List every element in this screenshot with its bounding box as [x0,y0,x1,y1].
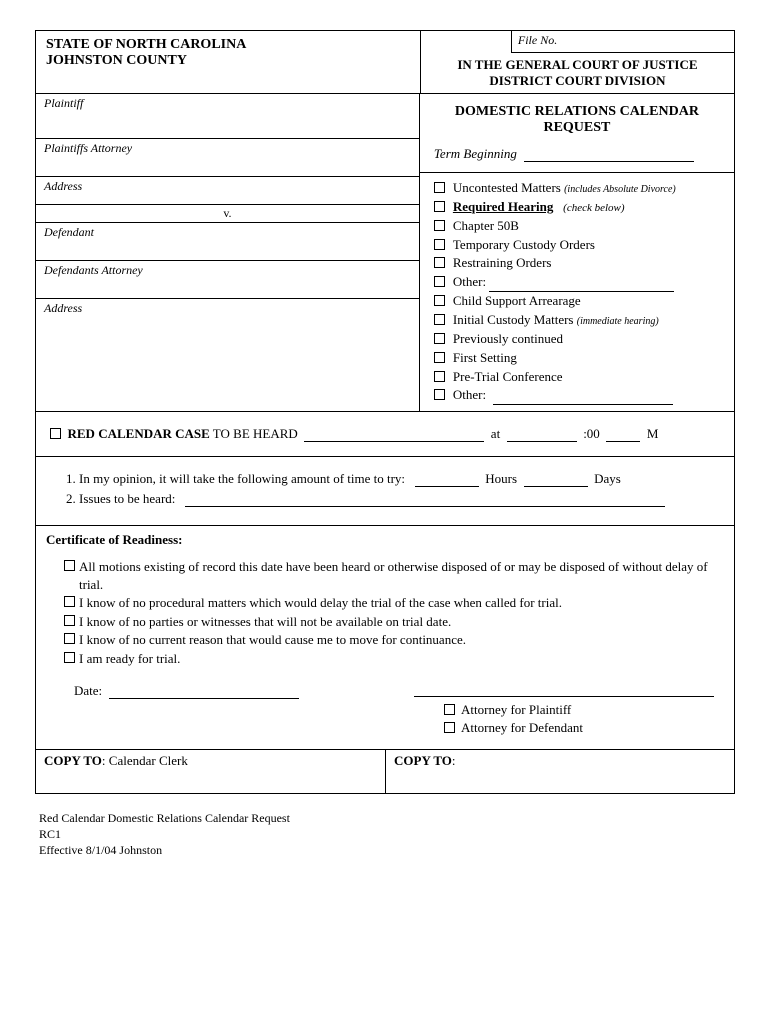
checkbox-red-calendar[interactable] [50,428,61,439]
header-row: STATE OF NORTH CAROLINA JOHNSTON COUNTY … [36,31,734,93]
footer: Red Calendar Domestic Relations Calendar… [35,794,735,859]
checkbox-temp-custody[interactable] [434,239,445,250]
red-label-rest: TO BE HEARD [210,426,298,441]
issues-input[interactable] [185,506,665,507]
checkbox-pretrial[interactable] [434,371,445,382]
plaintiffs-attorney-field[interactable]: Plaintiffs Attorney [36,138,419,176]
checkbox-uncontested[interactable] [434,182,445,193]
defendant-field[interactable]: Defendant [36,222,419,260]
document-title: DOMESTIC RELATIONS CALENDAR REQUEST [420,94,734,140]
at-label: at [491,426,500,441]
checkbox-cert-3[interactable] [64,615,75,626]
checkbox-required-hearing[interactable] [434,201,445,212]
checkbox-other-2[interactable] [434,389,445,400]
cert-item-5: I am ready for trial. [46,650,724,668]
header-right: File No. IN THE GENERAL COURT OF JUSTICE… [420,31,734,93]
attorney-checks: Attorney for Plaintiff Attorney for Defe… [414,701,714,737]
court-line1: IN THE GENERAL COURT OF JUSTICE [457,57,697,72]
date-input[interactable] [109,698,299,699]
checkbox-child-support[interactable] [434,295,445,306]
file-no-field[interactable]: File No. [511,31,734,53]
copy-to-row: COPY TO: Calendar Clerk COPY TO: [36,749,734,793]
request-column: DOMESTIC RELATIONS CALENDAR REQUEST Term… [420,94,734,411]
check-required-hearing: Required Hearing (check below) [434,198,726,217]
address1-field[interactable]: Address [36,176,419,204]
term-beginning-row: Term Beginning [420,140,734,172]
checkbox-cert-5[interactable] [64,652,75,663]
check-first-setting: First Setting [434,349,726,368]
check-pretrial: Pre-Trial Conference [434,368,726,387]
cert-item-1: All motions existing of record this date… [46,558,724,593]
checkbox-cert-1[interactable] [64,560,75,571]
check-att-plaintiff: Attorney for Plaintiff [444,701,714,719]
checkbox-chapter-50b[interactable] [434,220,445,231]
check-chapter-50b: Chapter 50B [434,217,726,236]
footer-line-2: RC1 [39,826,735,842]
doc-title-line2: REQUEST [543,120,610,135]
red-date-input[interactable] [304,441,484,442]
check-att-defendant: Attorney for Defendant [444,719,714,737]
date-signature-row: Date: Attorney for Plaintiff Attorney fo… [46,669,724,739]
check-child-support: Child Support Arrearage [434,292,726,311]
date-label: Date: [74,683,102,698]
check-other-1: Other: [434,273,726,292]
parties-column: Plaintiff Plaintiffs Attorney Address v.… [36,94,420,411]
check-restraining: Restraining Orders [434,254,726,273]
red-calendar-row: RED CALENDAR CASE TO BE HEARD at :00 M [36,411,734,456]
header-left: STATE OF NORTH CAROLINA JOHNSTON COUNTY [36,31,420,93]
checkbox-initial-custody[interactable] [434,314,445,325]
county-title: JOHNSTON COUNTY [46,53,410,69]
check-initial-custody: Initial Custody Matters (immediate heari… [434,311,726,330]
doc-title-line1: DOMESTIC RELATIONS CALENDAR [455,104,699,119]
m-label: M [647,426,659,441]
form-container: STATE OF NORTH CAROLINA JOHNSTON COUNTY … [35,30,735,794]
copy-to-right[interactable]: COPY TO: [385,750,734,793]
defendants-attorney-field[interactable]: Defendants Attorney [36,260,419,298]
term-label: Term Beginning [434,146,517,161]
signature-line[interactable] [414,683,714,697]
versus-label: v. [36,204,419,222]
matter-checklist: Uncontested Matters (includes Absolute D… [420,172,734,411]
hours-input[interactable] [415,486,479,487]
checkbox-att-plaintiff[interactable] [444,704,455,715]
copy-to-left: COPY TO: Calendar Clerk [36,750,385,793]
red-ampm-input[interactable] [606,441,640,442]
date-area: Date: [74,683,394,737]
check-uncontested: Uncontested Matters (includes Absolute D… [434,179,726,198]
checkbox-cert-2[interactable] [64,596,75,607]
days-input[interactable] [524,486,588,487]
court-line2: DISTRICT COURT DIVISION [489,73,665,88]
footer-line-1: Red Calendar Domestic Relations Calendar… [39,810,735,826]
time-suffix: :00 [583,426,600,441]
checkbox-other-1[interactable] [434,276,445,287]
check-temp-custody: Temporary Custody Orders [434,236,726,255]
certificate-section: Certificate of Readiness: All motions ex… [36,525,734,749]
checkbox-att-defendant[interactable] [444,722,455,733]
plaintiff-field[interactable]: Plaintiff [36,94,419,138]
opinion-line-2: 2. Issues to be heard: [66,491,724,507]
signature-area: Attorney for Plaintiff Attorney for Defe… [394,683,714,737]
checkbox-restraining[interactable] [434,257,445,268]
cert-item-4: I know of no current reason that would c… [46,631,724,649]
address2-field[interactable]: Address [36,298,419,342]
checkbox-first-setting[interactable] [434,352,445,363]
certificate-title: Certificate of Readiness: [46,532,724,548]
checkbox-cert-4[interactable] [64,633,75,644]
opinion-line-1: 1. In my opinion, it will take the follo… [66,471,724,487]
other-2-input[interactable] [493,404,673,405]
cert-item-3: I know of no parties or witnesses that w… [46,613,724,631]
check-prev-continued: Previously continued [434,330,726,349]
term-beginning-input[interactable] [524,161,694,162]
check-other-2: Other: [434,386,726,405]
state-title: STATE OF NORTH CAROLINA [46,37,410,53]
mid-row: Plaintiff Plaintiffs Attorney Address v.… [36,93,734,411]
checkbox-prev-continued[interactable] [434,333,445,344]
cert-item-2: I know of no procedural matters which wo… [46,594,724,612]
footer-line-3: Effective 8/1/04 Johnston [39,842,735,858]
red-hour-input[interactable] [507,441,577,442]
red-label-bold: RED CALENDAR CASE [68,426,210,441]
opinion-section: 1. In my opinion, it will take the follo… [36,456,734,525]
court-title: IN THE GENERAL COURT OF JUSTICE DISTRICT… [421,53,734,93]
